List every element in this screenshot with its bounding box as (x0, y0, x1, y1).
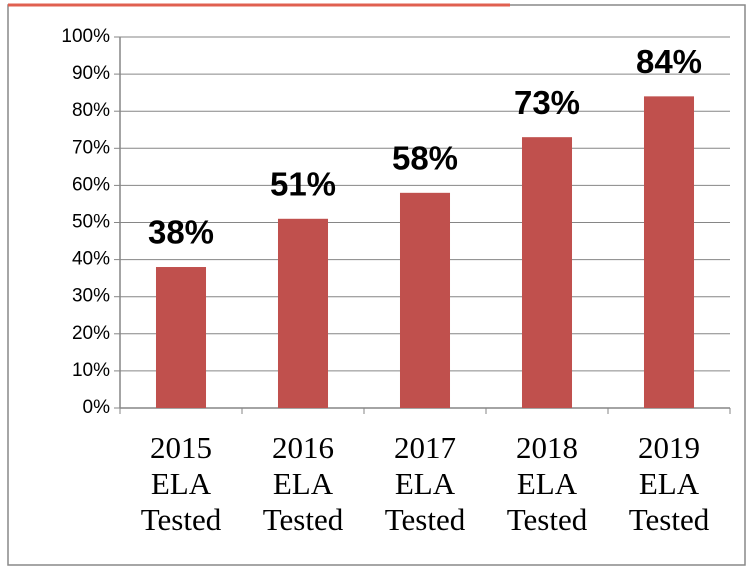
data-label: 51% (270, 166, 336, 203)
x-tick-label: 2017 ELA Tested (384, 430, 466, 537)
y-tick-label: 60% (72, 174, 110, 195)
y-tick-label: 10% (72, 360, 110, 381)
y-tick-label: 80% (72, 100, 110, 121)
bar (399, 192, 451, 408)
y-tick-label: 40% (72, 249, 110, 270)
y-tick-label: 50% (72, 212, 110, 233)
bar (643, 96, 695, 409)
bar (277, 218, 329, 408)
data-label: 84% (636, 43, 702, 80)
data-label: 73% (514, 84, 580, 121)
y-tick-label: 30% (72, 286, 110, 307)
y-tick-label: 70% (72, 137, 110, 158)
data-label: 58% (392, 140, 458, 177)
y-tick-label: 90% (72, 63, 110, 84)
data-label: 38% (148, 214, 214, 251)
bar (521, 137, 573, 409)
x-tick-label: 2019 ELA Tested (628, 430, 710, 537)
x-tick-label: 2018 ELA Tested (506, 430, 588, 537)
y-tick-label: 20% (72, 323, 110, 344)
bar (155, 267, 207, 408)
x-tick-label: 2015 ELA Tested (140, 430, 222, 537)
y-tick-label: 0% (83, 397, 111, 418)
x-tick-label: 2016 ELA Tested (262, 430, 344, 537)
y-tick-label: 100% (61, 26, 110, 47)
